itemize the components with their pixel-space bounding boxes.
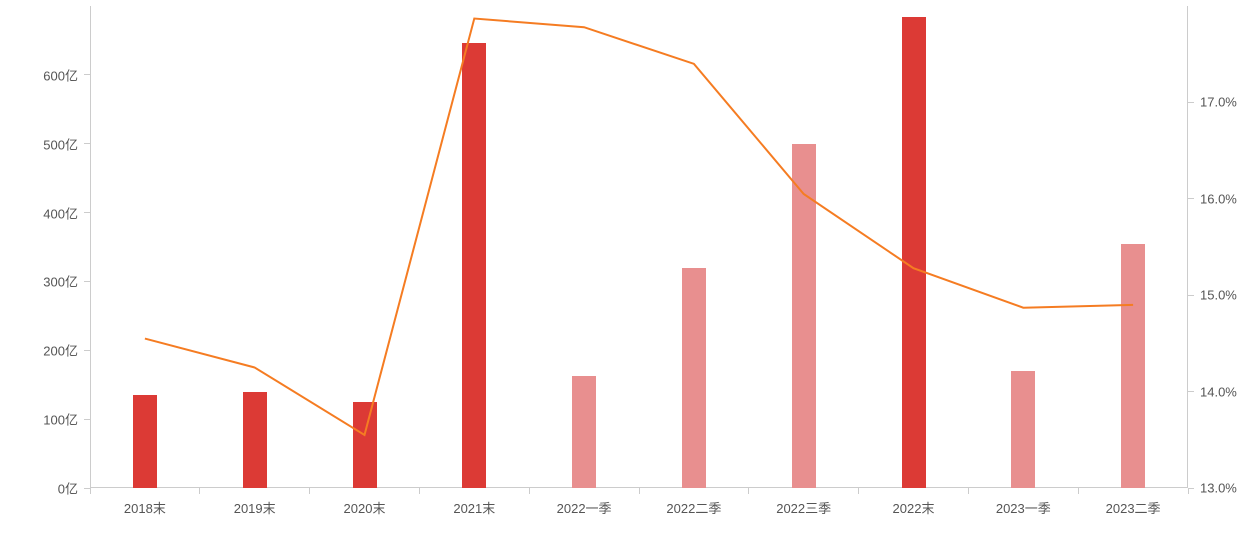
x-tick-mark	[748, 488, 749, 494]
y-right-tick-label: 16.0%	[1200, 191, 1237, 206]
x-tick-mark	[1188, 488, 1189, 494]
y-left-tick-label: 400亿	[43, 203, 78, 222]
y-left-tick-label: 200亿	[43, 341, 78, 360]
y-left-tick-label: 300亿	[43, 272, 78, 291]
y-left-tick-label: 600亿	[43, 65, 78, 84]
y-right-tick-mark	[1188, 102, 1194, 103]
x-tick-label: 2020末	[344, 498, 386, 517]
x-tick-mark	[419, 488, 420, 494]
y-right-tick-mark	[1188, 198, 1194, 199]
x-tick-mark	[529, 488, 530, 494]
x-tick-mark	[90, 488, 91, 494]
y-right-tick-label: 17.0%	[1200, 95, 1237, 110]
x-tick-label: 2022二季	[666, 498, 721, 517]
x-tick-mark	[639, 488, 640, 494]
plot-area: 0亿100亿200亿300亿400亿500亿600亿13.0%14.0%15.0…	[90, 6, 1188, 488]
line-series	[90, 6, 1188, 488]
y-right-tick-mark	[1188, 488, 1194, 489]
y-left-tick-label: 500亿	[43, 134, 78, 153]
y-right-tick-label: 15.0%	[1200, 288, 1237, 303]
x-tick-mark	[1078, 488, 1079, 494]
x-tick-label: 2021末	[453, 498, 495, 517]
combo-chart: 0亿 100亿 200亿 300亿 400亿 500亿 600亿 13.0% 14.0% 15.0…	[0, 0, 1248, 535]
y-right-tick-mark	[1188, 391, 1194, 392]
y-right-tick-label: 13.0%	[1200, 481, 1237, 496]
line-path	[145, 19, 1133, 435]
y-left-tick-label: 0亿	[58, 479, 78, 498]
x-tick-label: 2022三季	[776, 498, 831, 517]
x-tick-label: 2023二季	[1106, 498, 1161, 517]
x-tick-mark	[199, 488, 200, 494]
x-tick-label: 2023一季	[996, 498, 1051, 517]
x-tick-label: 2019末	[234, 498, 276, 517]
x-tick-label: 2018末	[124, 498, 166, 517]
y-right-tick-label: 14.0%	[1200, 384, 1237, 399]
y-left-tick-label: 100亿	[43, 410, 78, 429]
x-tick-mark	[309, 488, 310, 494]
x-tick-mark	[858, 488, 859, 494]
x-tick-label: 2022一季	[557, 498, 612, 517]
x-tick-label: 2022末	[893, 498, 935, 517]
y-right-tick-mark	[1188, 295, 1194, 296]
x-tick-mark	[968, 488, 969, 494]
